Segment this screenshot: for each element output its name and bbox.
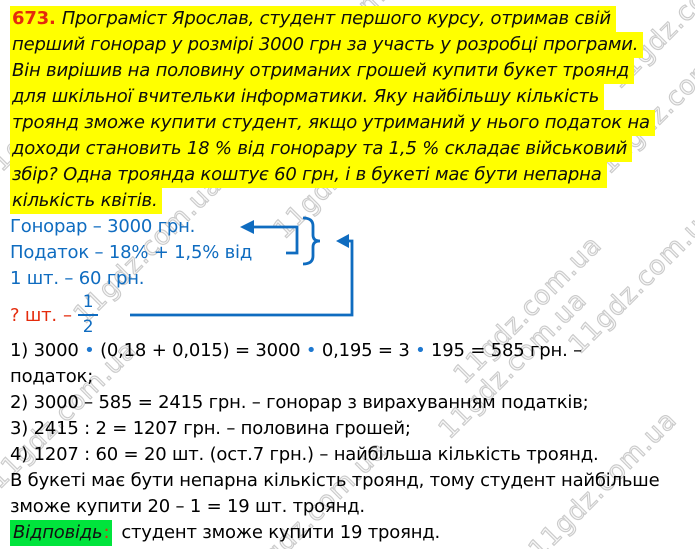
fraction-numerator: 1 xyxy=(82,292,94,312)
multiplication-dot: • xyxy=(84,340,95,361)
fraction-denominator: 2 xyxy=(77,314,99,336)
problem-line: 673. Програміст Ярослав, студент першого… xyxy=(10,6,695,32)
answer-line: Відповідь: студент зможе купити 19 троянд… xyxy=(10,520,695,546)
problem-text: збір? Одна троянда коштує 60 грн, і в бу… xyxy=(12,164,602,185)
one-half-fraction: 1 2 xyxy=(77,292,99,336)
solution-steps: 1) 3000 • (0,18 + 0,015) = 3000 • 0,195 … xyxy=(10,338,695,520)
problem-text: Він вирішив на половину отриманих грошей… xyxy=(12,60,630,81)
problem-line: троянд зможе купити студент, якщо утрима… xyxy=(10,110,695,136)
unknown-label: ? шт. xyxy=(10,304,57,326)
given-block: Гонорар – 3000 грн. Податок – 18% + 1,5% … xyxy=(10,214,695,338)
problem-text: Програміст Ярослав, студент першого курс… xyxy=(61,8,611,29)
problem-text: доходи становить 18 % від гонорару та 1,… xyxy=(12,138,628,159)
problem-text: троянд зможе купити студент, якщо утрима… xyxy=(12,112,650,133)
solution-line: 2) 3000 – 585 = 2415 грн. – гонорар з ви… xyxy=(10,392,589,413)
problem-line: кількість квітів. xyxy=(10,188,695,214)
solution-line: зможе купити 20 – 1 = 19 шт. троянд. xyxy=(10,496,365,517)
solution-line: податок; xyxy=(10,366,94,387)
solution-line: 4) 1207 : 60 = 20 шт. (ост.7 грн.) – най… xyxy=(10,444,599,465)
problem-line: перший гонорар у розмірі 3000 грн за уча… xyxy=(10,32,695,58)
solution-line: 1) 3000 • (0,18 + 0,015) = 3000 • 0,195 … xyxy=(10,340,582,361)
dash: – xyxy=(62,304,72,326)
answer-label: Відповідь xyxy=(10,520,104,546)
problem-number: 673. xyxy=(12,8,62,29)
multiplication-dot: • xyxy=(415,340,426,361)
given-line: Гонорар – 3000 грн. xyxy=(10,216,196,237)
given-line: Податок – 18% + 1,5% від xyxy=(10,242,253,263)
given-line: 1 шт. – 60 грн. xyxy=(10,268,145,289)
answer-colon: : xyxy=(103,520,113,546)
problem-text: перший гонорар у розмірі 3000 грн за уча… xyxy=(12,34,639,55)
multiplication-dot: • xyxy=(305,340,317,361)
problem-line: доходи становить 18 % від гонорару та 1,… xyxy=(10,136,695,162)
problem-text: кількість квітів. xyxy=(12,190,158,211)
problem-line: збір? Одна троянда коштує 60 грн, і в бу… xyxy=(10,162,695,188)
solution-line: 3) 2415 : 2 = 1207 грн. – половина гроше… xyxy=(10,418,411,439)
problem-line: для шкільної вчительки інформатики. Яку … xyxy=(10,84,695,110)
answer-text: студент зможе купити 19 троянд. xyxy=(121,522,441,543)
problem-statement: 673. Програміст Ярослав, студент першого… xyxy=(10,6,695,214)
given-lines: Гонорар – 3000 грн. Податок – 18% + 1,5% … xyxy=(10,214,695,292)
solution-line: В букеті має бути непарна кількість троя… xyxy=(10,470,660,491)
unknown-quantity-row: ? шт. – 1 2 xyxy=(10,292,695,338)
problem-line: Він вирішив на половину отриманих грошей… xyxy=(10,58,695,84)
problem-text: для шкільної вчительки інформатики. Яку … xyxy=(12,86,600,107)
